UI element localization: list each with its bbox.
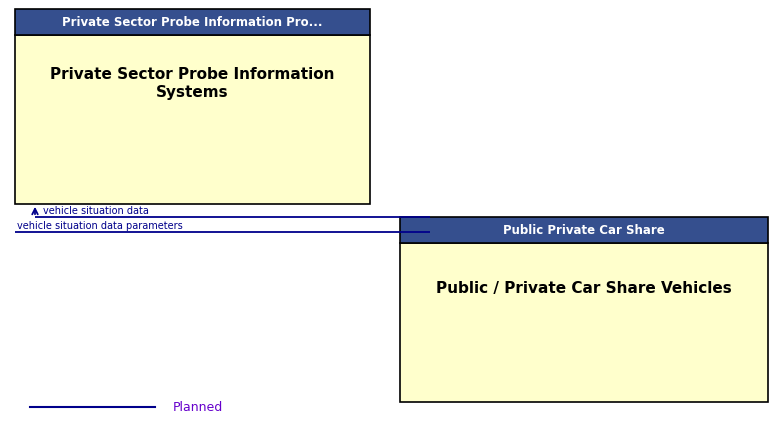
Text: Public / Private Car Share Vehicles: Public / Private Car Share Vehicles bbox=[436, 280, 732, 295]
Text: vehicle situation data parameters: vehicle situation data parameters bbox=[17, 221, 182, 230]
Text: Private Sector Probe Information Pro...: Private Sector Probe Information Pro... bbox=[63, 16, 323, 29]
Text: Private Sector Probe Information
Systems: Private Sector Probe Information Systems bbox=[50, 67, 335, 99]
Text: vehicle situation data: vehicle situation data bbox=[43, 206, 149, 215]
Bar bbox=[15, 10, 370, 36]
Text: Public Private Car Share: Public Private Car Share bbox=[503, 224, 665, 237]
Bar bbox=[400, 243, 768, 402]
Bar bbox=[400, 218, 768, 243]
Text: Planned: Planned bbox=[173, 401, 223, 414]
Bar bbox=[15, 36, 370, 205]
